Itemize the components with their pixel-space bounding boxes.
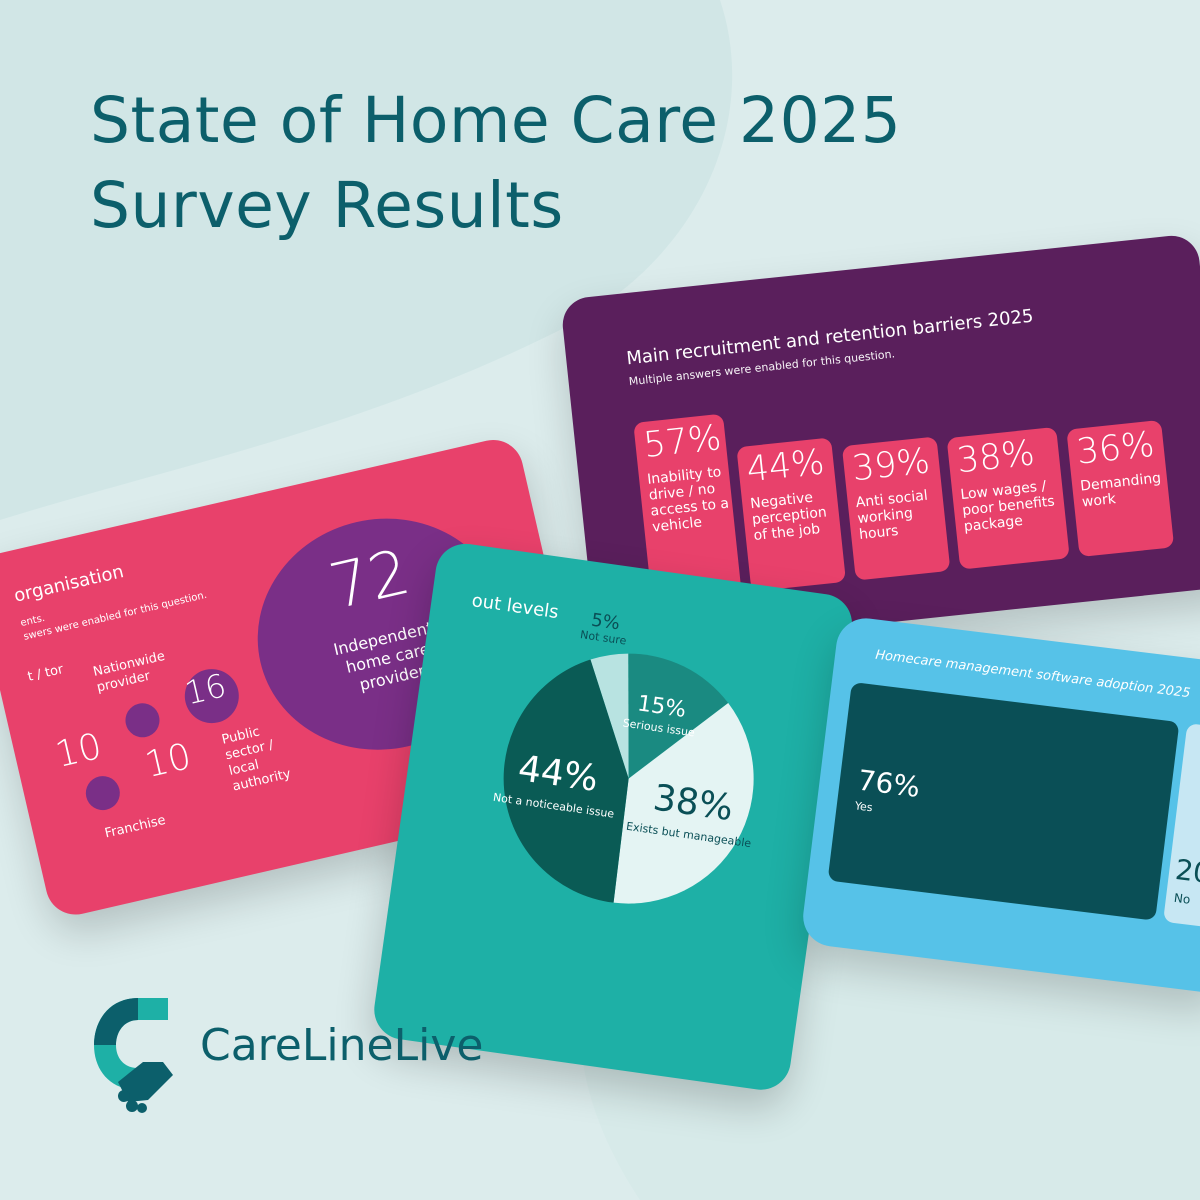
pie-pct-label: 5% <box>590 610 621 635</box>
title-line-2: Survey Results <box>90 169 564 242</box>
pie-slice <box>628 653 729 779</box>
nationwide-dot <box>122 699 163 741</box>
brand-name: CareLineLive <box>200 1020 484 1071</box>
barrier-pct: 57% <box>641 418 724 466</box>
barrier-pct: 44% <box>744 442 827 491</box>
barrier-bar: 39% Anti social working hours <box>841 436 951 581</box>
franchise-value: 10 <box>51 725 106 777</box>
barrier-bar: 38% Low wages / poor benefits package <box>946 426 1070 570</box>
barrier-bar: 36% Demanding work <box>1066 419 1175 558</box>
title-line-1: State of Home Care 2025 <box>90 84 902 157</box>
burnout-card: out levels 5% Not sure 15% Serious issue 38%… <box>370 540 856 1094</box>
software-card: Homecare management software adoption 20… <box>799 615 1200 994</box>
franchise-label: Franchise <box>103 812 168 842</box>
pie-category-label: Not sure <box>579 628 627 647</box>
organisation-title: organisation <box>11 561 126 607</box>
pie-slice <box>590 653 629 779</box>
barrier-label: Anti social working hours <box>855 487 929 543</box>
nationwide-label: Nationwide provider <box>91 648 167 696</box>
pie-slice <box>503 659 629 903</box>
barrier-label: Inability to drive / no access to a vehi… <box>646 464 730 536</box>
page-title: State of Home Care 2025 Survey Results <box>90 78 1140 248</box>
yes-bar: 76% Yes <box>827 681 1180 921</box>
barrier-pct: 36% <box>1074 424 1157 473</box>
barrier-label: Negative perception of the job <box>749 489 828 544</box>
partial-label: t / tor <box>26 662 65 685</box>
nationwide-value: 10 <box>141 735 196 787</box>
barrier-label: Low wages / poor benefits package <box>959 478 1056 535</box>
barrier-pct: 38% <box>954 433 1037 482</box>
careline-logo-icon <box>94 998 173 1113</box>
barrier-bar: 44% Negative perception of the job <box>736 437 847 592</box>
pie-slice <box>613 703 754 904</box>
public-label: Public sector / local authority <box>220 724 293 795</box>
franchise-dot <box>82 772 124 814</box>
yes-label: Yes <box>854 799 874 815</box>
barrier-label: Demanding work <box>1079 470 1162 511</box>
yes-pct: 76% <box>856 763 922 804</box>
no-label: No <box>1173 890 1192 907</box>
no-pct: 20 <box>1173 852 1200 891</box>
barrier-pct: 39% <box>850 441 932 490</box>
